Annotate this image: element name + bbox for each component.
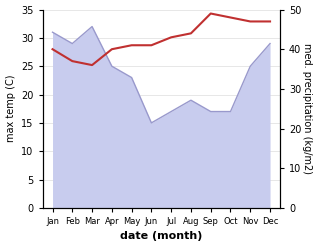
Y-axis label: med. precipitation (kg/m2): med. precipitation (kg/m2) — [302, 43, 313, 174]
Y-axis label: max temp (C): max temp (C) — [5, 75, 16, 143]
X-axis label: date (month): date (month) — [120, 231, 203, 242]
